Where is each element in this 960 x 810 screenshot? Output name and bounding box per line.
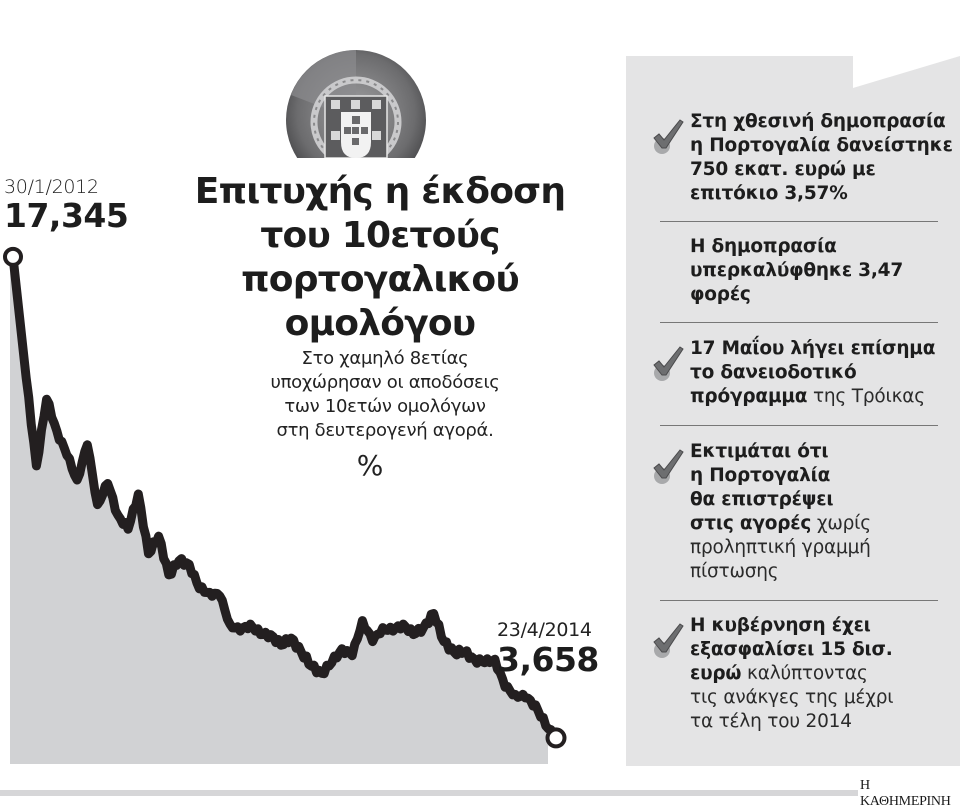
end-date-label: 23/4/2014 [497,619,592,641]
panel-divider [660,322,938,323]
chart-line [8,252,561,743]
chart-area-fill [10,256,556,764]
title-line: πορτογαλικού [241,259,520,300]
panel-item-line: υπερκαλύφθηκε 3,47 [690,260,903,281]
portugal-emblem [285,40,427,158]
footer-rule [0,790,858,796]
panel-item-line: Στη χθεσινή δημοπρασία [690,111,946,132]
panel-folded-corner [853,56,960,88]
panel-item-line: Η δημοπρασία [690,236,837,257]
panel-item-line: τις ανάκγες της μέχρι [690,687,894,708]
yield-chart [3,246,567,764]
panel-item-line: ευρώ καλύπτοντας [690,663,868,684]
panel-item-line: στις αγορές χωρίς [690,513,871,534]
subtitle-line: των 10ετών ομολόγων [284,396,486,417]
panel-item: Εκτιμάται ότι η Πορτογαλία θα επιστρέψει στ… [690,440,871,584]
checkmark-icon [650,620,690,660]
start-value-label: 17,345 [4,196,129,235]
panel-item-line: Εκτιμάται ότι [690,441,829,462]
panel-item: Η κυβέρνηση έχει εξασφαλίσει 15 δισ. ευρώ … [690,614,894,734]
panel-item-line: 750 εκατ. ευρώ με [690,159,876,180]
panel-item-line: η Πορτογαλία δανείστηκε [690,135,953,156]
title-line: Επιτυχής η έκδοση [194,171,566,212]
title-line: ομολόγου [284,303,476,344]
panel-item-line: 17 Μαΐου λήγει επίσημα [690,338,936,359]
panel-item-line: επιτόκιο 3,57% [690,183,848,204]
panel-divider [660,221,938,222]
panel-item-line: φορές [690,284,751,305]
subtitle-line: Στο χαμηλό 8ετίας [301,348,469,369]
panel-item: Η δημοπρασία υπερκαλύφθηκε 3,47 φορές [690,235,903,307]
end-point-marker [545,727,567,749]
start-point-marker [3,246,23,267]
panel-item-line: πρόγραμμα της Τρόικας [690,386,925,407]
panel-item-line: το δανειοδοτικό [690,362,857,383]
subtitle-line: στη δευτερογενή αγορά. [276,420,494,441]
portugal-coat-of-arms-icon [286,50,426,158]
panel-item-line: πίστωσης [690,561,779,582]
panel-item-line: τα τέλη του 2014 [690,711,852,732]
checkmark-icon [650,116,690,156]
panel-item-line: θα επιστρέψει [690,489,834,510]
panel-item-line: προληπτική γραμμή [690,537,871,558]
end-value-label: 3,658 [497,640,599,679]
publisher-logo: Η ΚΑΘΗΜΕΡΙΝΗ [860,778,951,809]
chart-title: Επιτυχής η έκδοση του 10ετούς πορτογαλικ… [180,170,580,346]
subtitle-line: υποχώρησαν οι αποδόσεις [270,372,500,393]
panel-item-line: εξασφαλίσει 15 δισ. [690,639,893,660]
panel-divider [660,600,938,601]
panel-item: Στη χθεσινή δημοπρασία η Πορτογαλία δανεί… [690,110,953,206]
info-panel [626,56,960,766]
panel-divider [660,425,938,426]
chart-subtitle: Στο χαμηλό 8ετίας υποχώρησαν οι αποδόσει… [220,347,550,443]
unit-label: % [356,449,384,482]
panel-item-line: Η κυβέρνηση έχει [690,615,871,636]
panel-item-line: η Πορτογαλία [690,465,831,486]
start-date-label: 30/1/2012 [4,176,99,198]
title-line: του 10ετούς [260,215,500,256]
checkmark-icon [650,343,690,383]
panel-item: 17 Μαΐου λήγει επίσημα το δανειοδοτικό πρό… [690,337,935,409]
checkmark-icon [650,446,690,486]
